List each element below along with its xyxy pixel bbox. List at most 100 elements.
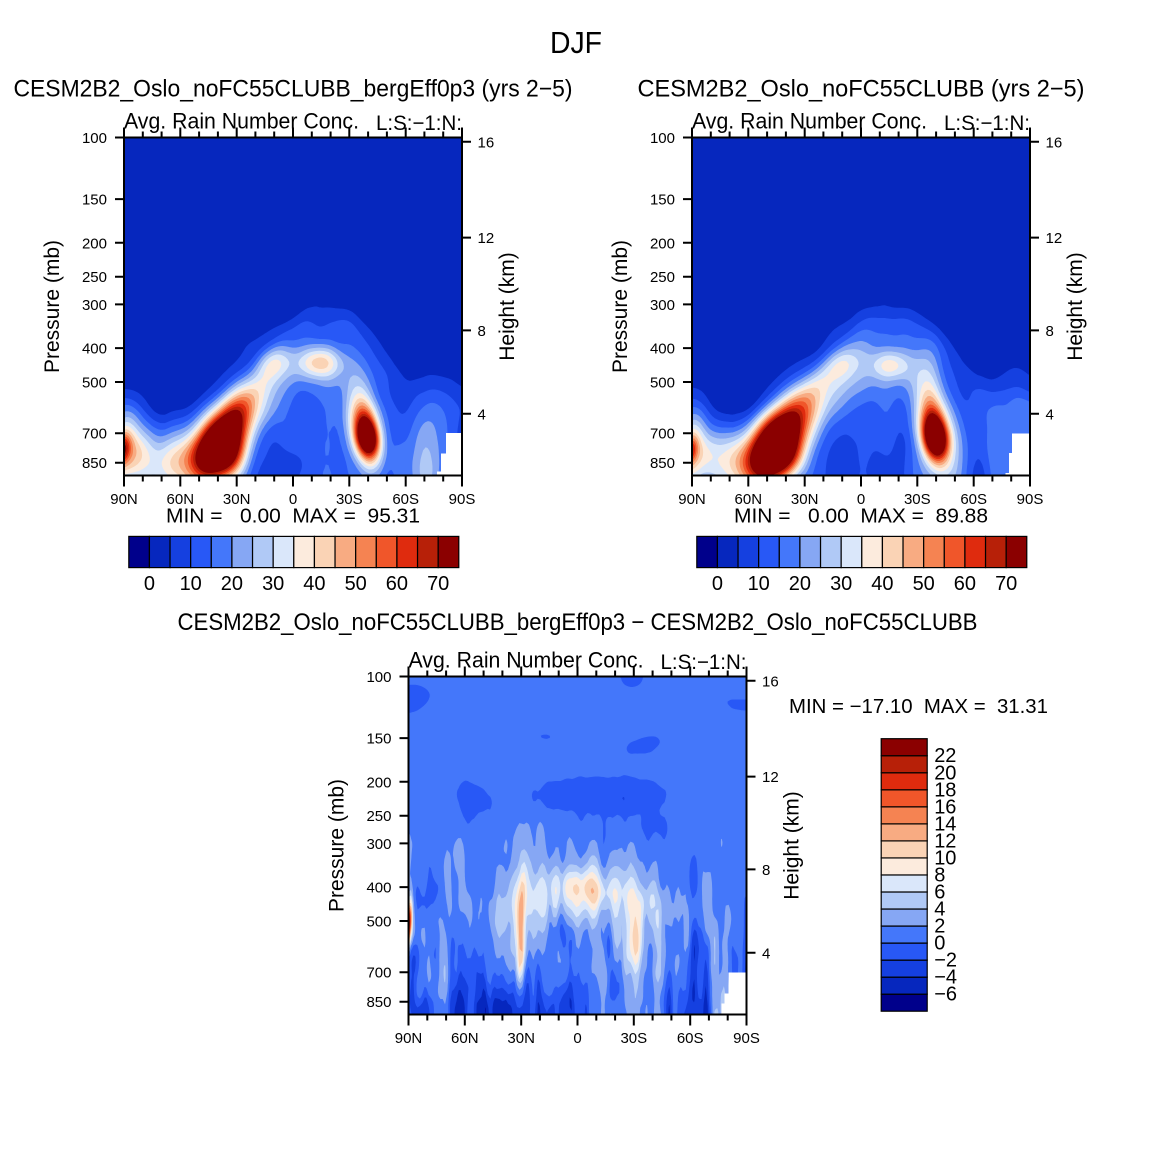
svg-text:12: 12 [1046, 230, 1063, 247]
svg-text:0: 0 [934, 933, 945, 955]
svg-text:150: 150 [650, 192, 675, 209]
svg-text:60: 60 [954, 573, 976, 595]
svg-text:90N: 90N [110, 491, 138, 508]
svg-text:Pressure (mb): Pressure (mb) [326, 779, 349, 912]
svg-text:18: 18 [934, 779, 956, 801]
svg-text:40: 40 [871, 573, 893, 595]
svg-text:0: 0 [289, 491, 297, 508]
svg-text:12: 12 [478, 230, 495, 247]
svg-text:−2: −2 [934, 950, 957, 972]
svg-text:500: 500 [366, 914, 391, 931]
svg-text:22: 22 [934, 745, 956, 767]
svg-text:700: 700 [82, 426, 107, 443]
svg-text:90N: 90N [395, 1030, 423, 1047]
svg-text:100: 100 [366, 669, 391, 686]
svg-text:60S: 60S [392, 491, 419, 508]
svg-text:16: 16 [934, 796, 956, 818]
svg-text:Height (km): Height (km) [781, 791, 804, 900]
svg-text:30N: 30N [791, 491, 819, 508]
svg-text:L:S:−1:N:: L:S:−1:N: [944, 112, 1030, 135]
svg-text:8: 8 [1046, 323, 1054, 340]
svg-text:30N: 30N [507, 1030, 535, 1047]
svg-text:16: 16 [478, 134, 495, 151]
svg-text:4: 4 [762, 945, 770, 962]
svg-text:14: 14 [934, 813, 956, 835]
svg-text:70: 70 [427, 573, 449, 595]
svg-text:30S: 30S [336, 491, 363, 508]
svg-text:90S: 90S [1017, 491, 1044, 508]
svg-text:30: 30 [262, 573, 284, 595]
svg-text:300: 300 [650, 297, 675, 314]
svg-text:0: 0 [144, 573, 155, 595]
svg-text:60N: 60N [735, 491, 763, 508]
svg-text:0: 0 [573, 1030, 581, 1047]
svg-text:70: 70 [995, 573, 1017, 595]
svg-text:10: 10 [180, 573, 202, 595]
svg-text:850: 850 [650, 455, 675, 472]
svg-text:−4: −4 [934, 967, 957, 989]
svg-text:20: 20 [221, 573, 243, 595]
svg-text:300: 300 [366, 836, 391, 853]
svg-text:700: 700 [366, 965, 391, 982]
svg-text:90S: 90S [733, 1030, 760, 1047]
svg-text:CESM2B2_Oslo_noFC55CLUBB (yrs: CESM2B2_Oslo_noFC55CLUBB (yrs 2−5) [638, 76, 1085, 103]
svg-text:Height (km): Height (km) [496, 252, 519, 361]
svg-text:30: 30 [830, 573, 852, 595]
svg-text:L:S:−1:N:: L:S:−1:N: [661, 651, 747, 674]
svg-text:20: 20 [789, 573, 811, 595]
svg-text:12: 12 [762, 769, 779, 786]
svg-text:2: 2 [934, 916, 945, 938]
svg-text:Height (km): Height (km) [1064, 252, 1087, 361]
svg-text:700: 700 [650, 426, 675, 443]
svg-text:8: 8 [934, 865, 945, 887]
svg-text:90S: 90S [449, 491, 476, 508]
svg-text:Pressure (mb): Pressure (mb) [41, 240, 64, 373]
svg-text:30S: 30S [620, 1030, 647, 1047]
svg-text:L:S:−1:N:: L:S:−1:N: [376, 112, 462, 135]
svg-text:100: 100 [82, 130, 107, 147]
svg-text:CESM2B2_Oslo_noFC55CLUBB_bergE: CESM2B2_Oslo_noFC55CLUBB_bergEff0p3 (yrs… [14, 76, 573, 103]
svg-text:150: 150 [366, 731, 391, 748]
svg-text:850: 850 [366, 994, 391, 1011]
svg-text:250: 250 [82, 269, 107, 286]
svg-text:0: 0 [712, 573, 723, 595]
svg-text:400: 400 [366, 880, 391, 897]
svg-text:30N: 30N [223, 491, 251, 508]
svg-text:250: 250 [366, 808, 391, 825]
svg-text:4: 4 [1046, 406, 1054, 423]
svg-text:500: 500 [82, 375, 107, 392]
svg-text:60N: 60N [451, 1030, 479, 1047]
svg-text:100: 100 [650, 130, 675, 147]
svg-text:16: 16 [1046, 134, 1063, 151]
svg-text:60S: 60S [960, 491, 987, 508]
svg-text:200: 200 [366, 774, 391, 791]
svg-text:8: 8 [478, 323, 486, 340]
svg-text:6: 6 [934, 882, 945, 904]
svg-text:50: 50 [913, 573, 935, 595]
svg-text:16: 16 [762, 673, 779, 690]
svg-text:MIN = 0.00 MAX = 89.88: MIN = 0.00 MAX = 89.88 [734, 506, 988, 528]
svg-text:850: 850 [82, 455, 107, 472]
svg-text:0: 0 [857, 491, 865, 508]
svg-text:10: 10 [748, 573, 770, 595]
svg-text:4: 4 [934, 899, 945, 921]
svg-text:400: 400 [650, 341, 675, 358]
svg-text:Avg. Rain Number Conc.: Avg. Rain Number Conc. [124, 108, 359, 133]
svg-text:60: 60 [386, 573, 408, 595]
svg-text:20: 20 [934, 762, 956, 784]
svg-text:500: 500 [650, 375, 675, 392]
svg-text:150: 150 [82, 192, 107, 209]
svg-text:CESM2B2_Oslo_noFC55CLUBB_bergE: CESM2B2_Oslo_noFC55CLUBB_bergEff0p3 − CE… [178, 609, 978, 636]
svg-text:250: 250 [650, 269, 675, 286]
svg-text:10: 10 [934, 847, 956, 869]
svg-text:50: 50 [345, 573, 367, 595]
svg-text:DJF: DJF [550, 25, 602, 60]
svg-text:40: 40 [303, 573, 325, 595]
svg-text:MIN = −17.10 MAX = 31.31: MIN = −17.10 MAX = 31.31 [789, 696, 1048, 718]
svg-text:−6: −6 [934, 984, 957, 1006]
svg-text:60N: 60N [167, 491, 195, 508]
svg-text:4: 4 [478, 406, 486, 423]
svg-text:30S: 30S [904, 491, 931, 508]
svg-text:12: 12 [934, 830, 956, 852]
svg-text:Pressure (mb): Pressure (mb) [609, 240, 632, 373]
